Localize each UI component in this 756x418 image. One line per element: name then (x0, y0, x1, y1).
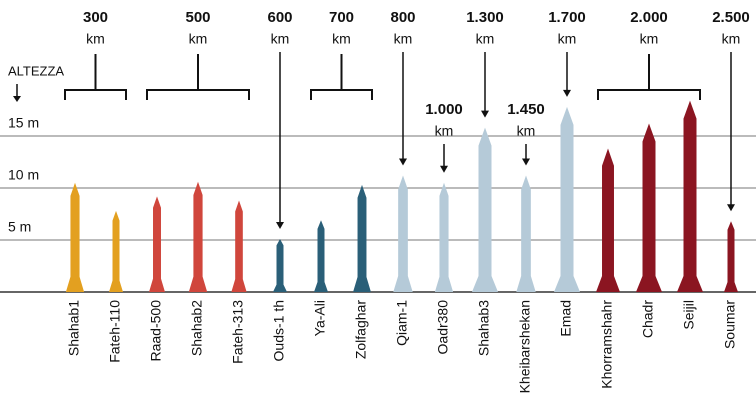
range-unit: km (189, 31, 208, 47)
x-tick-label: Oadr380 (435, 300, 451, 355)
range-label: 500 (185, 9, 210, 26)
x-tick-label: Seijil (681, 300, 697, 330)
missile (353, 185, 371, 292)
y-axis-arrow-head (13, 96, 21, 102)
range-unit: km (558, 31, 577, 47)
x-tick-label: Zolfaghar (353, 300, 369, 359)
range-bracket (598, 54, 700, 100)
missile (472, 128, 498, 292)
range-arrow-head (399, 159, 407, 166)
x-tick-label: Shahab1 (66, 300, 82, 356)
page: {"chart_data": {"type": "bar", "y_title"… (0, 0, 756, 418)
x-tick-label: Fateh-313 (230, 300, 246, 364)
range-arrow-head (481, 111, 489, 118)
range-label: 2.500 (712, 9, 750, 26)
range-unit: km (394, 31, 413, 47)
x-tick-label: Raad-500 (148, 300, 164, 362)
range-label: 1.450 (507, 101, 545, 118)
range-unit: km (640, 31, 659, 47)
range-unit: km (476, 31, 495, 47)
range-label: 700 (329, 9, 354, 26)
range-arrow-head (727, 204, 735, 211)
x-tick-label: Emad (558, 300, 574, 337)
range-bracket (147, 54, 249, 100)
missile (314, 220, 328, 292)
missile (66, 183, 84, 292)
range-bracket (311, 54, 372, 100)
missile (109, 211, 123, 292)
missile (636, 124, 662, 292)
missile (393, 176, 412, 292)
x-tick-label: Khorramshahr (599, 300, 615, 389)
missile (189, 182, 207, 292)
x-tick-label: Soumar (722, 300, 738, 349)
missile (724, 221, 738, 292)
range-label: 1.300 (466, 9, 504, 26)
x-tick-label: Ya-Ali (312, 300, 328, 336)
range-unit: km (722, 31, 741, 47)
x-tick-label: Shahab2 (189, 300, 205, 356)
y-tick-label: 15 m (8, 115, 39, 131)
x-tick-label: Qiam-1 (394, 300, 410, 346)
y-tick-label: 5 m (8, 219, 31, 235)
x-tick-label: Fateh-110 (107, 300, 123, 363)
range-label: 1.700 (548, 9, 586, 26)
range-label: 1.000 (425, 101, 463, 118)
range-label: 800 (390, 9, 415, 26)
range-arrow-head (522, 159, 530, 166)
missile (273, 239, 287, 292)
y-axis-title: ALTEZZA (8, 63, 64, 78)
range-arrow-head (563, 90, 571, 97)
range-unit: km (271, 31, 290, 47)
missile (516, 176, 535, 292)
x-tick-label: Ouds-1 th (271, 300, 287, 361)
missile (677, 101, 703, 292)
range-unit: km (435, 123, 454, 139)
range-label: 2.000 (630, 9, 668, 26)
missile (231, 200, 246, 292)
range-label: 300 (83, 9, 108, 26)
range-unit: km (332, 31, 351, 47)
x-tick-label: Shahab3 (476, 300, 492, 356)
missile (554, 107, 580, 292)
missile (149, 196, 165, 292)
missile (435, 183, 453, 292)
range-label: 600 (267, 9, 292, 26)
missile (596, 148, 620, 292)
y-tick-label: 10 m (8, 167, 39, 183)
range-unit: km (86, 31, 105, 47)
range-unit: km (517, 123, 536, 139)
x-tick-label: Chadr (640, 300, 656, 338)
range-arrow-head (276, 222, 284, 229)
range-bracket (65, 54, 126, 100)
range-arrow-head (440, 166, 448, 173)
x-tick-label: Kheibarshekan (517, 300, 533, 393)
chart: ALTEZZA 5 m 10 m 15 m Shahab1 Fateh-110 300 km… (0, 0, 756, 418)
